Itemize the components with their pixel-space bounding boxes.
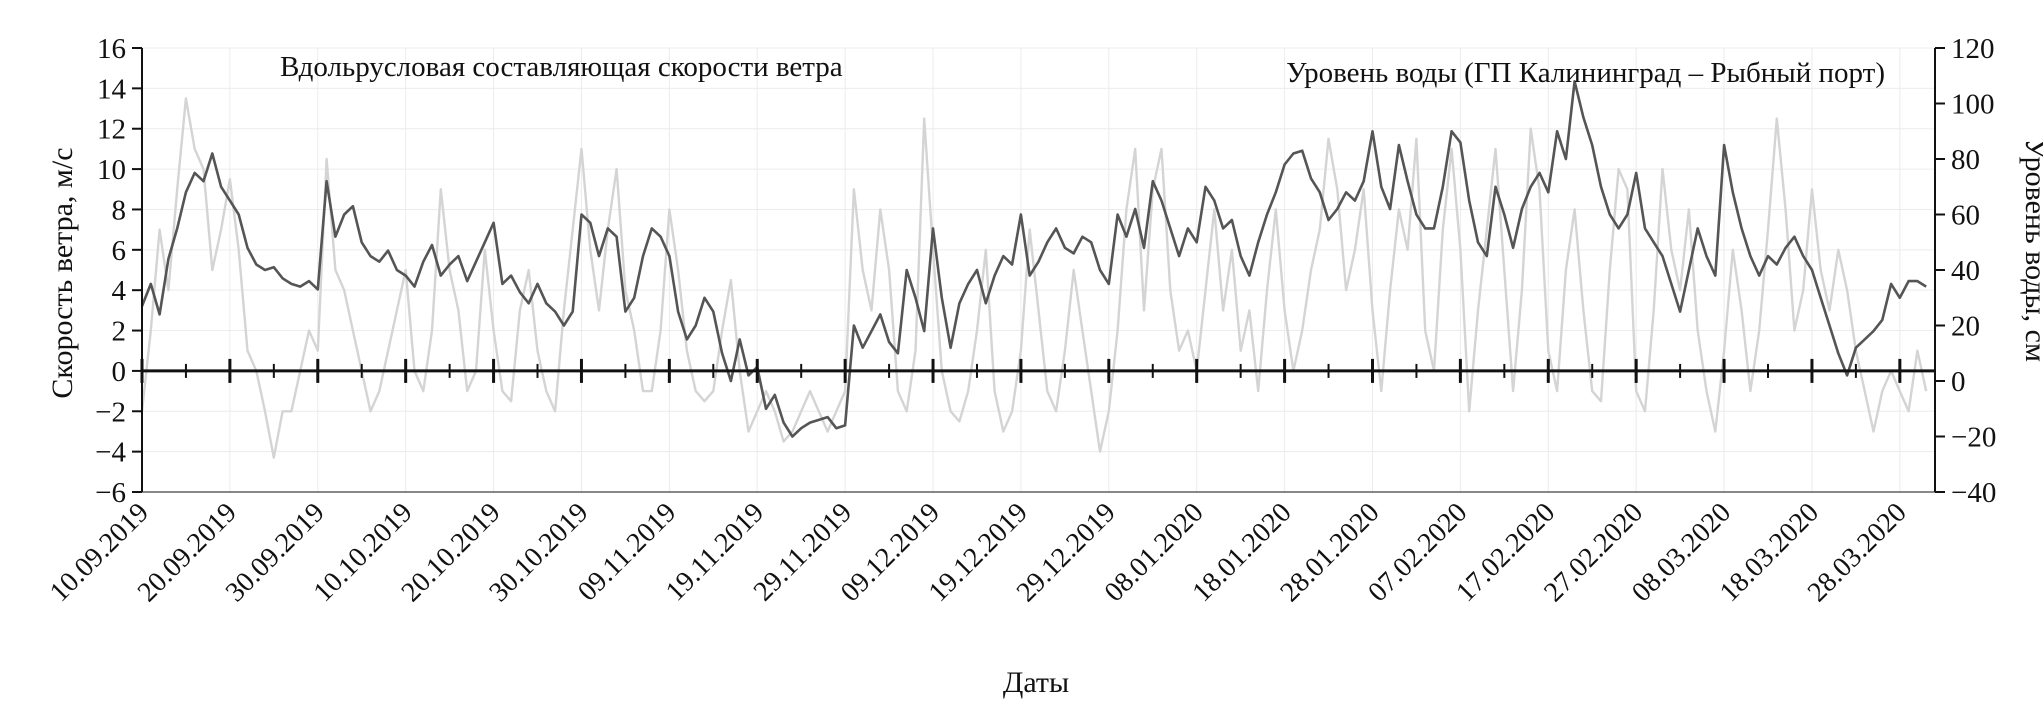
- wind-speed-line: [140, 97, 1928, 459]
- y-tick-label-left: 8: [112, 194, 127, 226]
- y-tick-label-right: 100: [1951, 89, 1995, 121]
- water-level-series-annotation: Уровень воды (ГП Калининград – Рыбный по…: [1286, 57, 1885, 89]
- y-tick-label-left: 12: [97, 114, 126, 146]
- y-tick-label-right: −20: [1951, 422, 1996, 454]
- water-level-line: [140, 80, 1927, 438]
- y-tick-label-right: 40: [1951, 255, 1980, 287]
- y-tick-label-left: 14: [97, 73, 127, 105]
- y-tick-label-right: 0: [1951, 366, 1966, 398]
- x-axis-label: Даты: [1003, 666, 1069, 699]
- y-tick-label-left: 10: [97, 154, 126, 186]
- y-tick-label-right: 20: [1951, 311, 1980, 343]
- y-tick-label-right: 120: [1951, 33, 1995, 65]
- wind-series-annotation: Вдольрусловая составляющая скорости ветр…: [280, 51, 843, 83]
- y-tick-label-right: −40: [1951, 477, 1996, 509]
- chart-text: Вдольрусловая составляющая скорости ветр…: [46, 51, 2043, 699]
- y-tick-label-left: 2: [112, 316, 127, 348]
- y-tick-label-left: −6: [95, 477, 126, 509]
- y-axis-label-left: Скорость ветра, м/с: [46, 147, 79, 398]
- series-group: [140, 80, 1928, 459]
- y-tick-label-left: 6: [112, 235, 127, 267]
- y-tick-label-left: −2: [95, 396, 126, 428]
- axes: −6−4−20246810121416−40−20020406080100120…: [44, 33, 1996, 608]
- y-tick-label-left: 16: [97, 33, 126, 65]
- y-axis-label-right: Уровень воды, см: [2019, 138, 2043, 362]
- y-tick-label-left: 4: [112, 275, 127, 307]
- y-tick-label-left: −4: [95, 437, 126, 469]
- y-tick-label-right: 80: [1951, 144, 1980, 176]
- y-tick-label-right: 60: [1951, 200, 1980, 232]
- y-tick-label-left: 0: [112, 356, 127, 388]
